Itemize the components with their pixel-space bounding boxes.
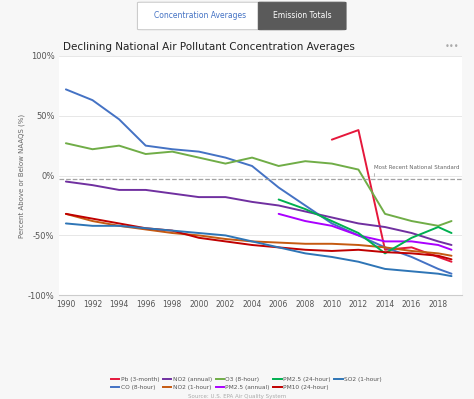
Text: Declining National Air Pollutant Concentration Averages: Declining National Air Pollutant Concent… — [63, 42, 355, 52]
Text: Concentration Averages: Concentration Averages — [155, 11, 246, 20]
Legend: Pb (3-month), CO (8-hour), NO2 (annual), NO2 (1-hour), O3 (8-hour), PM2.5 (annua: Pb (3-month), CO (8-hour), NO2 (annual),… — [109, 374, 384, 392]
Text: •••: ••• — [445, 42, 460, 51]
Text: Emission Totals: Emission Totals — [273, 11, 332, 20]
Text: Source: U.S. EPA Air Quality System: Source: U.S. EPA Air Quality System — [188, 394, 286, 399]
FancyBboxPatch shape — [137, 2, 263, 30]
FancyBboxPatch shape — [258, 2, 346, 30]
Y-axis label: Percent Above or Below NAAQS (%): Percent Above or Below NAAQS (%) — [18, 113, 25, 238]
Text: Most Recent National Standard: Most Recent National Standard — [374, 164, 460, 170]
